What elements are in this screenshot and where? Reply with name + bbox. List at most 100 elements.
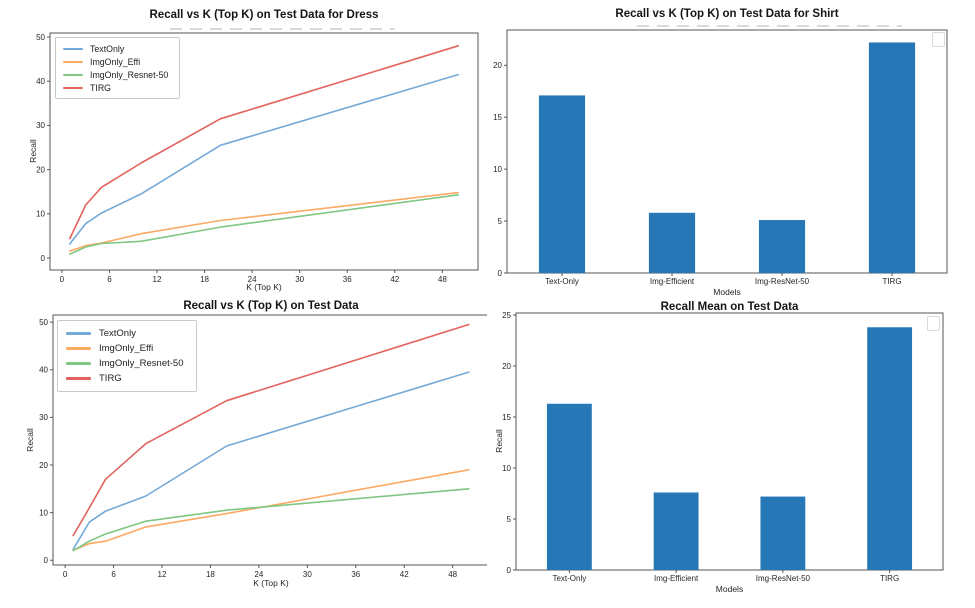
x-tick-label: 18	[206, 570, 215, 579]
x-tick-label: 30	[303, 570, 312, 579]
y-axis-label-testdata: Recall	[25, 428, 35, 452]
x-tick-label: 24	[248, 275, 257, 284]
category-label: Img-ResNet-50	[756, 574, 811, 583]
legend-swatch	[66, 362, 91, 365]
empty-legend-box	[927, 316, 940, 331]
plot-frame	[52, 314, 487, 566]
x-tick-label: 30	[295, 275, 304, 284]
bar-Img-ResNet-50	[760, 496, 806, 570]
line-series-ImgOnly_Resnet-50	[69, 194, 460, 255]
legend-label: ImgOnly_Resnet-50	[99, 358, 184, 369]
y-tick-label: 10	[502, 464, 511, 473]
x-axis-label-dress: K (Top K)	[246, 282, 282, 292]
chart-title-mean: Recall Mean on Test Data	[660, 301, 799, 313]
bar-TIRG	[868, 42, 916, 273]
y-axis-label-dress: Recall	[28, 139, 38, 163]
bar-Img-ResNet-50	[758, 220, 806, 273]
y-tick-label: 50	[36, 33, 45, 42]
category-label: Text-Only	[545, 277, 579, 286]
y-tick-label: 30	[36, 121, 45, 130]
legend-dress: TextOnly ImgOnly_Effi ImgOnly_Resnet-50 TIR…	[55, 37, 181, 99]
x-tick-label: 0	[63, 570, 68, 579]
legend-swatch	[63, 47, 83, 50]
bar-Text-Only	[546, 403, 592, 570]
figure-shirt-bar-chart: Recall vs K (Top K) on Test Data for Shi…	[487, 0, 975, 300]
x-tick-label: 12	[153, 275, 162, 284]
x-tick-label: 36	[351, 570, 360, 579]
legend-item: ImgOnly_Effi	[63, 55, 168, 68]
legend-swatch	[66, 347, 91, 350]
legend-label: TextOnly	[99, 328, 136, 339]
legend-swatch	[63, 86, 83, 89]
clipped-text-artifact	[637, 25, 902, 27]
bar-TIRG	[867, 327, 913, 570]
y-tick-label: 15	[502, 413, 511, 422]
category-label: Img-Efficient	[650, 277, 695, 286]
x-tick-label: 12	[158, 570, 167, 579]
legend-item: TextOnly	[63, 42, 168, 55]
y-tick-label: 0	[41, 254, 46, 263]
y-tick-label: 0	[44, 556, 49, 565]
y-tick-label: 20	[39, 461, 48, 470]
bar-Img-Efficient	[653, 492, 699, 570]
line-series-TIRG	[69, 44, 460, 240]
x-tick-label: 48	[438, 275, 447, 284]
legend-label: TIRG	[90, 82, 112, 93]
legend-swatch	[63, 60, 83, 63]
figure-mean-bar-chart: Recall Mean on Test Data 0 5 10 15 20 25 Text-…	[487, 300, 975, 608]
line-series-ImgOnly_Effi	[69, 191, 460, 252]
line-series-TextOnly	[72, 371, 470, 551]
legend-swatch	[66, 332, 91, 335]
x-axis-label-testdata: K (Top K)	[253, 578, 289, 588]
legend-item: TIRG	[66, 371, 183, 386]
y-tick-label: 25	[502, 311, 511, 320]
shirt-bar-plot: 0 5 10 15 20 Text-Only Img-Efficient Img-ResNet…	[493, 29, 948, 286]
legend-swatch	[63, 73, 83, 76]
legend-item: ImgOnly_Resnet-50	[66, 356, 183, 371]
y-tick-label: 20	[36, 165, 45, 174]
chart-title-shirt: Recall vs K (Top K) on Test Data for Shi…	[615, 8, 839, 20]
x-tick-label: 24	[254, 570, 263, 579]
plot-frame	[49, 32, 479, 271]
line-series-TIRG	[72, 323, 470, 537]
y-tick-label: 0	[507, 566, 512, 575]
legend-item: ImgOnly_Resnet-50	[63, 68, 168, 81]
y-tick-label: 5	[507, 515, 512, 524]
legend-label: ImgOnly_Resnet-50	[90, 69, 169, 80]
y-tick-label: 20	[493, 61, 502, 70]
testdata-line-plot: 0 10 20 30 40 50 0 6 12 18 24 30 36 42 48	[39, 314, 487, 579]
x-tick-label: 48	[448, 570, 457, 579]
y-tick-label: 30	[39, 413, 48, 422]
clipped-text-artifact	[170, 28, 395, 30]
figure-testdata-line-chart: Recall vs K (Top K) on Test Data 0 10 20 30…	[0, 300, 487, 608]
plot-frame	[506, 29, 948, 274]
y-tick-label: 5	[498, 217, 503, 226]
x-tick-label: 0	[60, 275, 65, 284]
legend-item: TIRG	[63, 81, 168, 94]
category-label: Img-Efficient	[654, 574, 699, 583]
chart-title-dress: Recall vs K (Top K) on Test Data for Dre…	[149, 9, 379, 21]
y-tick-label: 20	[502, 362, 511, 371]
x-tick-label: 18	[200, 275, 209, 284]
bar-Img-Efficient	[648, 212, 696, 273]
legend-label: ImgOnly_Effi	[99, 343, 154, 354]
x-tick-label: 6	[107, 275, 112, 284]
x-tick-label: 6	[111, 570, 116, 579]
y-tick-label: 15	[493, 113, 502, 122]
legend-item: ImgOnly_Effi	[66, 341, 183, 356]
line-series-TextOnly	[69, 73, 460, 245]
line-series-ImgOnly_Effi	[72, 469, 470, 551]
legend-swatch	[66, 377, 91, 380]
x-axis-label-shirt: Models	[713, 287, 741, 297]
category-label: TIRG	[880, 574, 899, 583]
legend-label: TextOnly	[90, 43, 125, 54]
y-tick-label: 40	[36, 77, 45, 86]
x-tick-label: 42	[390, 275, 399, 284]
y-tick-label: 10	[39, 508, 48, 517]
legend-testdata: TextOnly ImgOnly_Effi ImgOnly_Resnet-50 TIR…	[57, 320, 198, 392]
x-tick-label: 36	[343, 275, 352, 284]
category-label: TIRG	[882, 277, 901, 286]
plot-frame	[515, 312, 944, 571]
legend-item: TextOnly	[66, 326, 183, 341]
